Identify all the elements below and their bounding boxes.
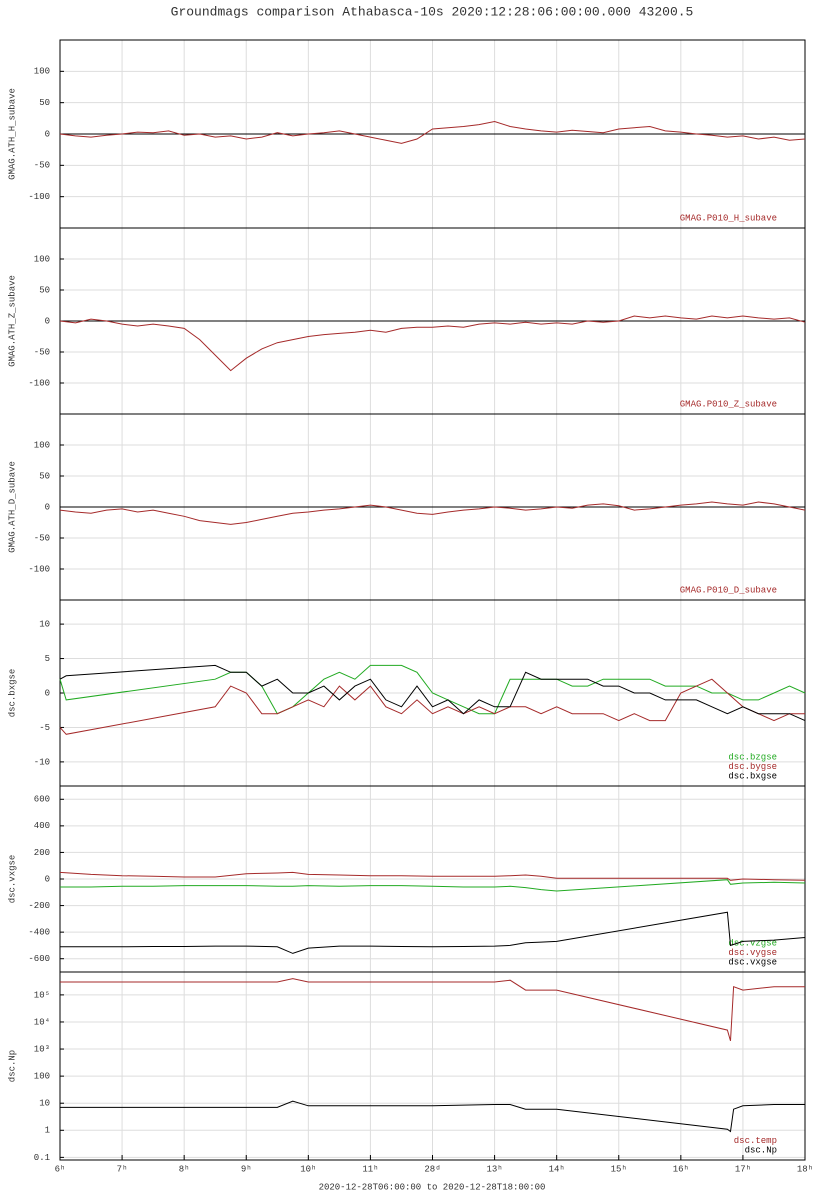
- legend-label: dsc.bxgse: [728, 771, 777, 781]
- y-tick-label: -100: [28, 564, 50, 574]
- y-tick-label: 10³: [34, 1044, 50, 1054]
- legend-label: GMAG.P010_D_subave: [680, 585, 777, 595]
- y-tick-label: 100: [34, 254, 50, 264]
- y-tick-label: 400: [34, 821, 50, 831]
- series-line: [59, 501, 806, 525]
- y-tick-label: -5: [39, 723, 50, 733]
- y-axis-label: GMAG.ATH_Z_subave: [7, 275, 17, 367]
- legend-label: dsc.Np: [745, 1145, 777, 1155]
- y-tick-label: 0: [45, 129, 50, 139]
- y-tick-label: 0: [45, 688, 50, 698]
- x-tick-label: 6ʰ: [55, 1164, 66, 1174]
- y-tick-label: 10: [39, 619, 50, 629]
- y-tick-label: 5: [45, 654, 50, 664]
- series-line: [60, 1100, 805, 1133]
- y-tick-label: 50: [39, 285, 50, 295]
- series-line: [59, 120, 806, 144]
- y-tick-label: -10: [34, 757, 50, 767]
- legend-label: dsc.vygse: [728, 948, 777, 958]
- x-tick-label: 10ʰ: [300, 1164, 316, 1174]
- x-tick-label: 7ʰ: [117, 1164, 128, 1174]
- legend-label: GMAG.P010_H_subave: [680, 213, 777, 223]
- legend-label: dsc.bzgse: [728, 752, 777, 762]
- y-axis-label: dsc.Np: [7, 1050, 17, 1082]
- x-tick-label: 8ʰ: [179, 1164, 190, 1174]
- chart-title: Groundmags comparison Athabasca-10s 2020…: [171, 4, 694, 19]
- x-tick-label: 11ʰ: [362, 1164, 378, 1174]
- y-tick-label: -50: [34, 533, 50, 543]
- x-tick-label: 16ʰ: [673, 1164, 689, 1174]
- x-tick-label: 18ʰ: [797, 1164, 813, 1174]
- series-line: [60, 978, 805, 1042]
- y-tick-label: 0.1: [34, 1153, 50, 1163]
- y-tick-label: 200: [34, 848, 50, 858]
- y-tick-label: -100: [28, 192, 50, 202]
- legend-label: GMAG.P010_Z_subave: [680, 399, 777, 409]
- series-line: [59, 871, 806, 881]
- x-tick-label: 17ʰ: [735, 1164, 751, 1174]
- y-tick-label: 1: [45, 1126, 50, 1136]
- series-line: [59, 315, 806, 372]
- x-tick-label: 13ʰ: [486, 1164, 502, 1174]
- series-line: [59, 664, 806, 722]
- y-tick-label: 10: [39, 1099, 50, 1109]
- y-axis-label: dsc.bxgse: [7, 669, 17, 718]
- y-axis-label: GMAG.ATH_H_subave: [7, 88, 17, 180]
- y-tick-label: -50: [34, 161, 50, 171]
- y-axis-label: GMAG.ATH_D_subave: [7, 461, 17, 553]
- y-tick-label: 0: [45, 502, 50, 512]
- x-tick-label: 28ᵈ: [424, 1164, 440, 1174]
- y-tick-label: 100: [34, 67, 50, 77]
- y-tick-label: 50: [39, 471, 50, 481]
- y-tick-label: 100: [34, 440, 50, 450]
- y-tick-label: -600: [28, 954, 50, 964]
- legend-label: dsc.vxgse: [728, 957, 777, 967]
- legend-label: dsc.temp: [734, 1136, 777, 1146]
- y-tick-label: 10⁴: [34, 1016, 50, 1027]
- x-tick-label: 15ʰ: [611, 1164, 627, 1174]
- series-line: [59, 678, 805, 735]
- y-tick-label: 100: [34, 1072, 50, 1082]
- y-tick-label: 600: [34, 795, 50, 805]
- y-tick-label: 0: [45, 316, 50, 326]
- x-tick-label: 9ʰ: [241, 1164, 252, 1174]
- y-tick-label: 0: [45, 874, 50, 884]
- x-tick-label: 14ʰ: [549, 1164, 565, 1174]
- x-axis-label: 2020-12-28T06:00:00 to 2020-12-28T18:00:…: [319, 1182, 546, 1192]
- y-tick-label: -100: [28, 378, 50, 388]
- y-tick-label: -200: [28, 901, 50, 911]
- series-line: [60, 911, 806, 954]
- y-tick-label: 10⁵: [34, 990, 50, 1000]
- series-line: [60, 879, 806, 892]
- y-axis-label: dsc.vxgse: [7, 855, 17, 904]
- legend-label: dsc.bygse: [728, 762, 777, 772]
- y-tick-label: -400: [28, 928, 50, 938]
- y-tick-label: -50: [34, 347, 50, 357]
- y-tick-label: 50: [39, 98, 50, 108]
- legend-label: dsc.vzgse: [728, 938, 777, 948]
